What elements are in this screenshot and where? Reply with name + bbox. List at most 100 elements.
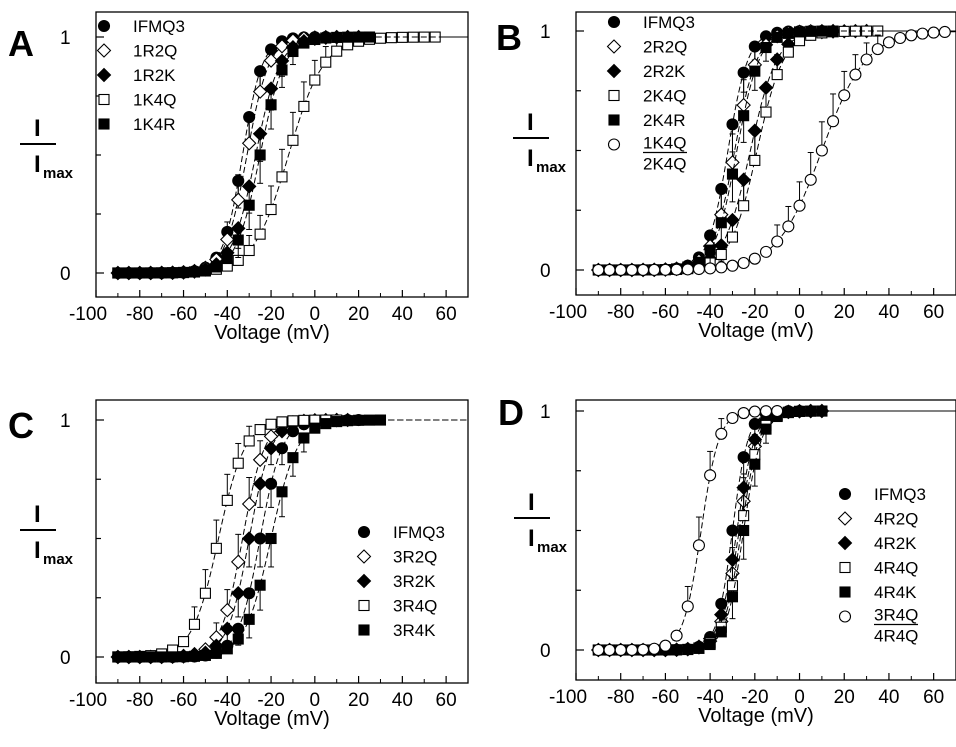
data-point bbox=[298, 432, 310, 444]
legend: IFMQ3 3R2Q 3R2K 3R4Q 3R4K bbox=[356, 523, 445, 640]
data-point bbox=[252, 452, 268, 468]
legend-label: 1R2Q bbox=[133, 42, 177, 61]
data-point bbox=[123, 267, 135, 279]
series-1k4q-2k4q bbox=[592, 25, 956, 277]
legend-marker bbox=[838, 610, 852, 623]
data-point bbox=[287, 452, 299, 464]
legend-item: 2R2K bbox=[606, 62, 686, 81]
data-point bbox=[363, 414, 376, 426]
data-point bbox=[276, 486, 288, 498]
x-tick-label: 0 bbox=[310, 690, 321, 711]
data-point bbox=[177, 651, 190, 663]
legend: IFMQ3 4R2Q 4R2K 4R4Q 4R4K 3R4Q 4R4Q bbox=[837, 485, 926, 646]
legend-label: 4R2K bbox=[874, 534, 917, 553]
data-point bbox=[692, 539, 705, 552]
data-point bbox=[704, 638, 716, 651]
panel-letter: D bbox=[498, 392, 524, 433]
data-point bbox=[123, 651, 135, 663]
data-point bbox=[637, 263, 650, 276]
legend-marker bbox=[839, 561, 851, 574]
data-point bbox=[210, 542, 222, 554]
x-tick-label: -40 bbox=[214, 304, 241, 325]
x-axis-title: Voltage (mV) bbox=[698, 320, 814, 342]
data-point bbox=[736, 97, 751, 113]
legend: IFMQ3 1R2Q 1R2K 1K4Q 1K4R bbox=[96, 17, 185, 134]
data-point bbox=[342, 415, 354, 427]
x-tick-label: 40 bbox=[392, 690, 413, 711]
data-point bbox=[210, 261, 222, 273]
legend-marker bbox=[607, 15, 621, 29]
data-point bbox=[816, 25, 828, 37]
data-point bbox=[374, 32, 387, 44]
data-point bbox=[287, 134, 299, 146]
data-point bbox=[199, 649, 211, 661]
data-point bbox=[625, 263, 638, 277]
y-label-denominator: I bbox=[34, 151, 41, 178]
x-tick-label: 40 bbox=[392, 304, 413, 325]
x-tick-label: -80 bbox=[126, 304, 153, 325]
legend-item: 3R2Q bbox=[356, 548, 437, 567]
data-point bbox=[760, 423, 772, 435]
data-point bbox=[592, 263, 605, 277]
data-point bbox=[715, 261, 728, 274]
x-tick-label: -100 bbox=[69, 690, 107, 711]
panel-b: B 0 1 II max -100 -80 -60 -40 -20 0 20 40 60 Voltage (… bbox=[496, 11, 956, 342]
legend-label: 2R2Q bbox=[643, 38, 687, 57]
y-axis-label: II max bbox=[513, 109, 567, 176]
legend-label: 3R2Q bbox=[393, 548, 437, 567]
data-point bbox=[363, 31, 376, 43]
x-tick-label: -80 bbox=[607, 687, 634, 708]
data-point bbox=[692, 262, 705, 276]
legend-marker bbox=[358, 599, 370, 612]
data-point bbox=[725, 155, 740, 170]
legend-label: IFMQ3 bbox=[133, 17, 185, 36]
y-tick-label: 0 bbox=[540, 261, 551, 282]
data-point bbox=[220, 621, 235, 637]
data-point bbox=[298, 414, 310, 426]
data-point bbox=[793, 26, 806, 38]
data-point bbox=[221, 494, 233, 506]
x-tick-label: -60 bbox=[170, 304, 197, 325]
data-point bbox=[726, 231, 739, 243]
data-point bbox=[309, 33, 321, 46]
data-point bbox=[759, 405, 773, 418]
data-point bbox=[230, 221, 246, 236]
x-tick-label: -80 bbox=[126, 690, 153, 711]
data-point bbox=[704, 469, 717, 482]
legend-marker bbox=[837, 535, 853, 551]
x-tick-label: 60 bbox=[436, 304, 457, 325]
data-point bbox=[287, 415, 299, 427]
data-point bbox=[737, 451, 750, 464]
legend-label: 2K4R bbox=[643, 111, 686, 130]
legend-label: 3R4Q bbox=[393, 597, 437, 616]
legend-label: 1K4Q bbox=[133, 91, 176, 110]
data-point bbox=[748, 252, 761, 265]
x-tick-label: -40 bbox=[696, 302, 723, 323]
data-point bbox=[614, 643, 627, 657]
y-axis-label: II max bbox=[514, 489, 568, 556]
legend-marker bbox=[608, 114, 620, 126]
data-point bbox=[188, 650, 201, 662]
x-tick-label: -100 bbox=[549, 302, 587, 323]
legend-marker bbox=[838, 487, 852, 501]
data-point bbox=[737, 407, 750, 420]
data-point bbox=[782, 46, 794, 58]
data-point bbox=[241, 496, 257, 512]
x-tick-label: 20 bbox=[834, 302, 855, 323]
data-point bbox=[827, 115, 840, 128]
data-point bbox=[374, 414, 387, 426]
data-point bbox=[726, 168, 739, 180]
y-label-subscript: max bbox=[537, 539, 568, 556]
data-point bbox=[276, 64, 288, 76]
data-point bbox=[737, 66, 750, 79]
data-point bbox=[309, 74, 321, 86]
data-point bbox=[265, 203, 277, 216]
panel-d: D 0 1 II max -100 -80 -60 -40 -20 0 20 40 60 Voltage (… bbox=[498, 392, 956, 727]
data-point bbox=[232, 457, 244, 469]
x-tick-label: -40 bbox=[214, 690, 241, 711]
y-label-numerator: I bbox=[34, 115, 41, 142]
data-point bbox=[715, 626, 727, 638]
data-point bbox=[241, 135, 257, 151]
data-point bbox=[671, 644, 683, 656]
plot-frame bbox=[575, 11, 956, 296]
